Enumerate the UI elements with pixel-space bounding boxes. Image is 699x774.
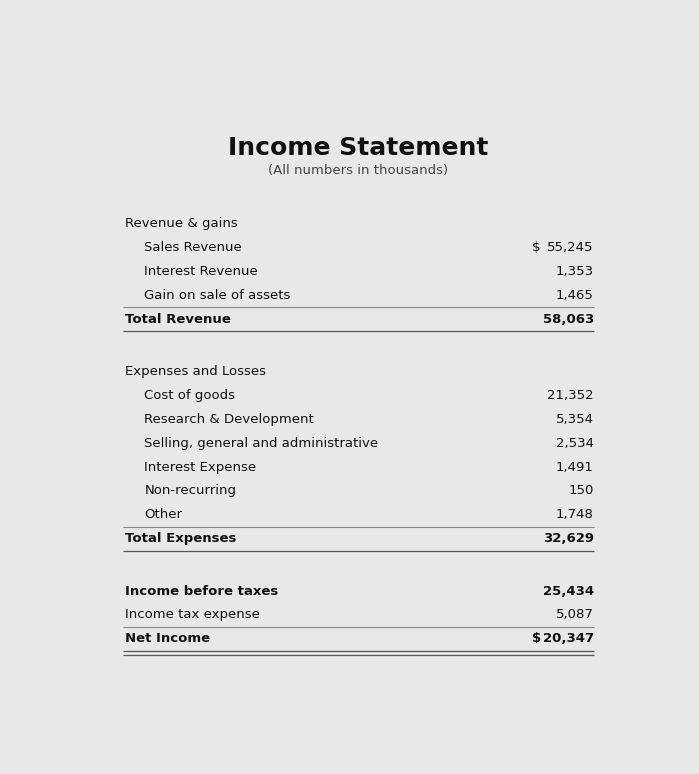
- Text: Revenue & gains: Revenue & gains: [125, 217, 238, 231]
- Text: $: $: [532, 241, 540, 255]
- Text: Research & Development: Research & Development: [144, 413, 314, 426]
- Text: $: $: [532, 632, 541, 646]
- Text: (All numbers in thousands): (All numbers in thousands): [268, 164, 448, 177]
- Text: 5,087: 5,087: [556, 608, 594, 622]
- Text: Other: Other: [144, 509, 182, 522]
- Text: Expenses and Losses: Expenses and Losses: [125, 365, 266, 378]
- Text: Net Income: Net Income: [125, 632, 210, 646]
- Text: 25,434: 25,434: [542, 584, 594, 598]
- Text: Sales Revenue: Sales Revenue: [144, 241, 242, 255]
- Text: Interest Revenue: Interest Revenue: [144, 265, 258, 278]
- Text: Income tax expense: Income tax expense: [125, 608, 260, 622]
- Text: 1,748: 1,748: [556, 509, 594, 522]
- Text: Interest Expense: Interest Expense: [144, 461, 257, 474]
- Text: Gain on sale of assets: Gain on sale of assets: [144, 289, 291, 302]
- Text: Income Statement: Income Statement: [228, 136, 489, 160]
- Text: 2,534: 2,534: [556, 437, 594, 450]
- Text: 32,629: 32,629: [543, 533, 594, 545]
- Text: 1,491: 1,491: [556, 461, 594, 474]
- Text: 150: 150: [568, 485, 594, 498]
- Text: 5,354: 5,354: [556, 413, 594, 426]
- Text: 1,353: 1,353: [556, 265, 594, 278]
- Text: 1,465: 1,465: [556, 289, 594, 302]
- Text: 58,063: 58,063: [542, 313, 594, 326]
- Text: 20,347: 20,347: [542, 632, 594, 646]
- Text: 21,352: 21,352: [547, 389, 594, 402]
- Text: 55,245: 55,245: [547, 241, 594, 255]
- Text: Total Expenses: Total Expenses: [125, 533, 237, 545]
- Text: Income before taxes: Income before taxes: [125, 584, 278, 598]
- Text: Selling, general and administrative: Selling, general and administrative: [144, 437, 378, 450]
- Text: Cost of goods: Cost of goods: [144, 389, 236, 402]
- Text: Total Revenue: Total Revenue: [125, 313, 231, 326]
- Text: Non-recurring: Non-recurring: [144, 485, 236, 498]
